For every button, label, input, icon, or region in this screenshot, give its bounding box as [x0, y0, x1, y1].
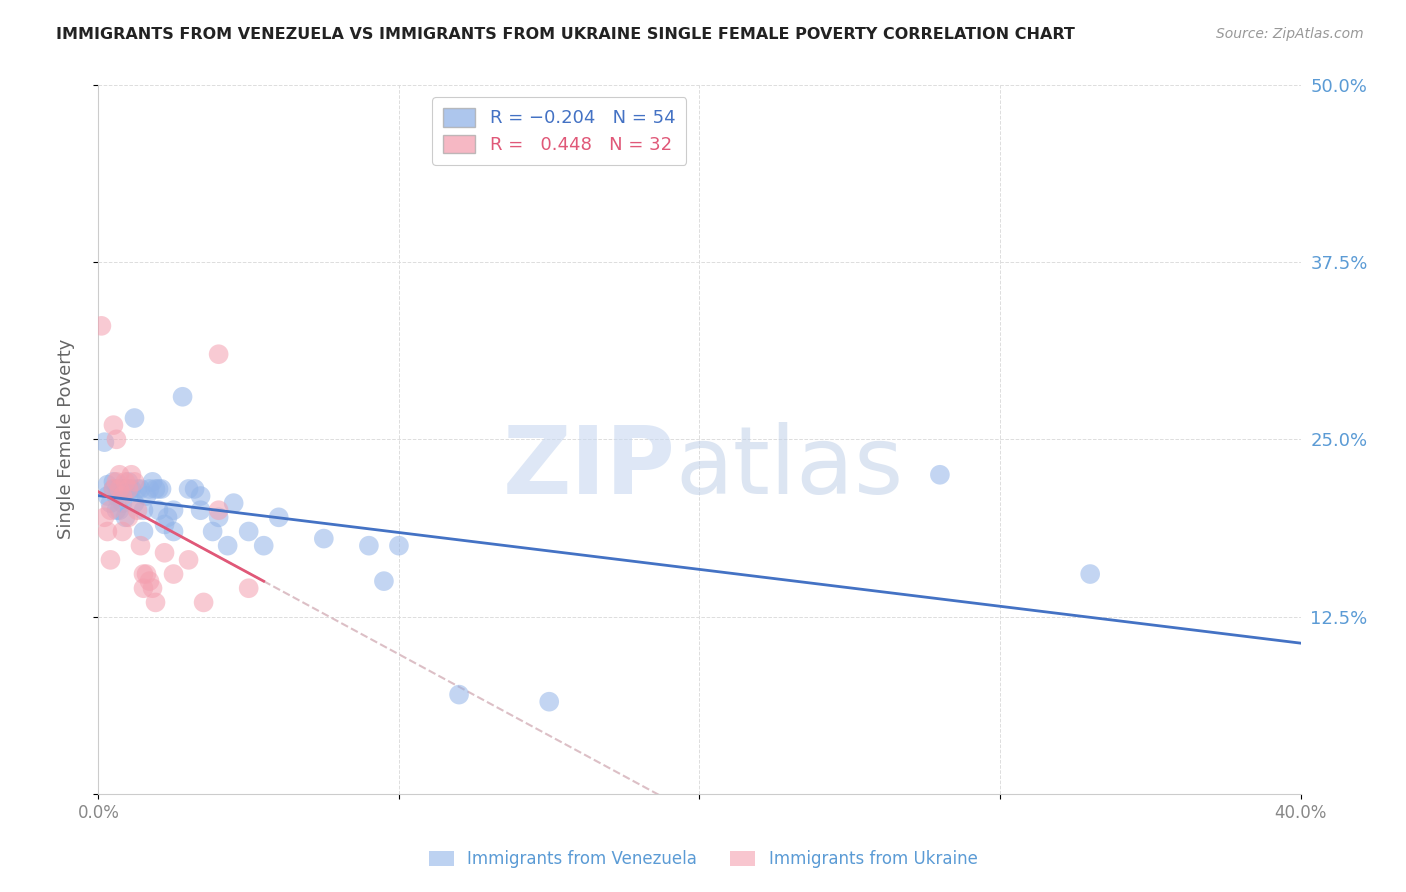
Point: [132, 567, 155, 582]
Text: ZIP: ZIP: [502, 422, 675, 514]
Point: [114, 475, 136, 489]
Point: [100, 503, 122, 517]
Point: [208, 347, 231, 361]
Point: [96, 524, 118, 539]
Point: [208, 510, 231, 524]
Point: [153, 517, 176, 532]
Point: [90, 318, 112, 333]
Point: [238, 581, 260, 595]
Point: [222, 496, 245, 510]
Point: [253, 539, 276, 553]
Point: [132, 503, 155, 517]
Point: [162, 524, 184, 539]
Point: [105, 503, 128, 517]
Point: [177, 553, 200, 567]
Point: [538, 695, 561, 709]
Point: [138, 574, 160, 589]
Point: [162, 503, 184, 517]
Point: [132, 524, 155, 539]
Point: [111, 482, 134, 496]
Point: [124, 411, 146, 425]
Point: [190, 503, 212, 517]
Point: [117, 475, 139, 489]
Point: [156, 510, 179, 524]
Point: [96, 489, 118, 503]
Point: [129, 539, 152, 553]
Point: [111, 496, 134, 510]
Point: [193, 595, 215, 609]
Point: [153, 546, 176, 560]
Point: [135, 567, 157, 582]
Point: [108, 467, 131, 482]
Point: [141, 581, 163, 595]
Point: [183, 482, 205, 496]
Point: [103, 482, 125, 496]
Point: [121, 482, 143, 496]
Point: [1078, 567, 1101, 582]
Point: [117, 510, 139, 524]
Point: [103, 482, 125, 496]
Point: [447, 688, 470, 702]
Point: [124, 475, 146, 489]
Point: [127, 503, 149, 517]
Point: [96, 477, 118, 491]
Point: [208, 503, 231, 517]
Point: [388, 539, 411, 553]
Point: [93, 510, 115, 524]
Point: [117, 482, 139, 496]
Point: [103, 475, 125, 489]
Point: [111, 489, 134, 503]
Point: [373, 574, 395, 589]
Point: [148, 503, 170, 517]
Text: IMMIGRANTS FROM VENEZUELA VS IMMIGRANTS FROM UKRAINE SINGLE FEMALE POVERTY CORRE: IMMIGRANTS FROM VENEZUELA VS IMMIGRANTS …: [56, 27, 1076, 42]
Point: [111, 524, 134, 539]
Point: [138, 482, 160, 496]
Point: [150, 482, 173, 496]
Legend: Immigrants from Venezuela, Immigrants from Ukraine: Immigrants from Venezuela, Immigrants fr…: [422, 844, 984, 875]
Point: [114, 482, 136, 496]
Point: [267, 510, 290, 524]
Point: [132, 581, 155, 595]
Point: [172, 390, 194, 404]
Point: [177, 482, 200, 496]
Text: atlas: atlas: [675, 422, 904, 514]
Point: [108, 482, 131, 496]
Point: [238, 524, 260, 539]
Point: [190, 489, 212, 503]
Point: [127, 482, 149, 496]
Point: [312, 532, 335, 546]
Point: [100, 496, 122, 510]
Point: [105, 433, 128, 447]
Point: [145, 595, 167, 609]
Point: [108, 482, 131, 496]
Point: [105, 489, 128, 503]
Point: [929, 467, 952, 482]
Point: [124, 496, 146, 510]
Point: [105, 475, 128, 489]
Point: [103, 418, 125, 433]
Point: [217, 539, 239, 553]
Point: [135, 489, 157, 503]
Text: Source: ZipAtlas.com: Source: ZipAtlas.com: [1216, 27, 1364, 41]
Point: [201, 524, 224, 539]
Point: [117, 482, 139, 496]
Point: [145, 482, 167, 496]
Point: [93, 435, 115, 450]
Point: [121, 467, 143, 482]
Point: [114, 510, 136, 524]
Point: [357, 539, 380, 553]
Point: [141, 475, 163, 489]
Legend: R = −0.204   N = 54, R =   0.448   N = 32: R = −0.204 N = 54, R = 0.448 N = 32: [432, 97, 686, 165]
Point: [129, 482, 152, 496]
Point: [162, 567, 184, 582]
Point: [108, 503, 131, 517]
Point: [148, 482, 170, 496]
Point: [100, 553, 122, 567]
Y-axis label: Single Female Poverty: Single Female Poverty: [56, 339, 75, 540]
